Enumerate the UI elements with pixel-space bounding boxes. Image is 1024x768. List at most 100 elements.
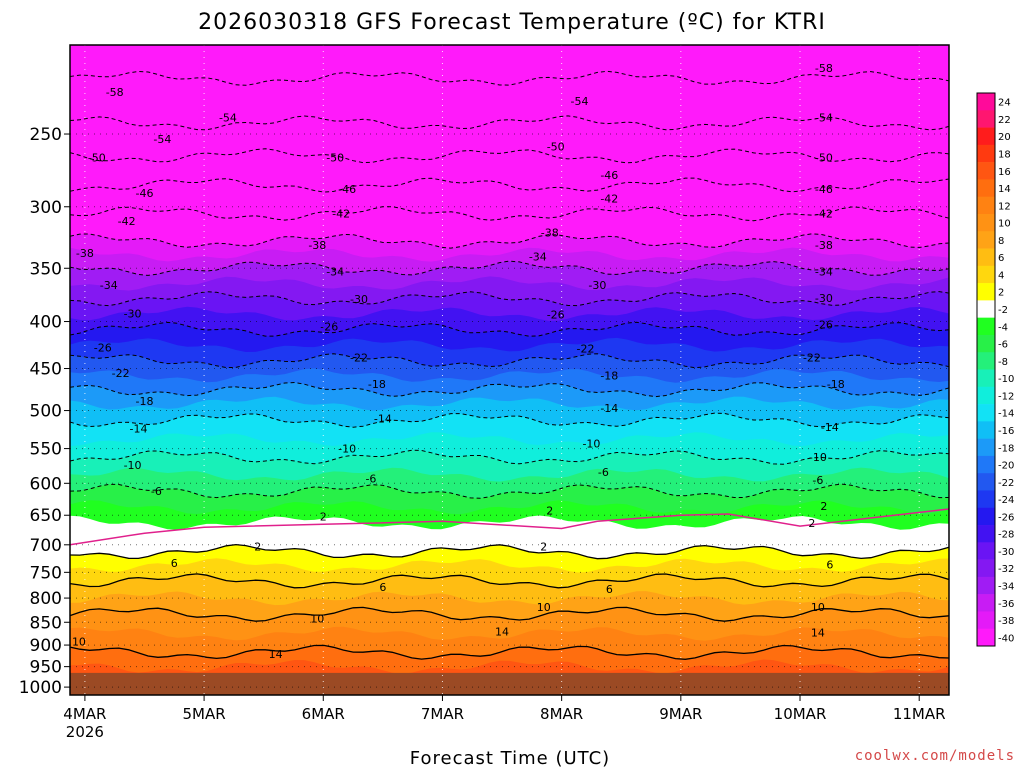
colorbar-swatch--40	[977, 628, 995, 647]
plot-frame	[69, 44, 950, 696]
colorbar-label--34: -34	[998, 582, 1014, 593]
contour-label--30: -30	[588, 279, 606, 292]
colorbar-swatch--2	[977, 300, 995, 318]
colorbar-swatch-24	[977, 93, 995, 111]
isotherm--30	[69, 291, 950, 307]
contour-labels: -58 -58 -54 -54 -54 -54 -50 -50 -50 -50 -46 -46 -46 -…	[72, 62, 845, 661]
colorbar-label--30: -30	[998, 547, 1014, 558]
y-tick-label-600: 600	[30, 474, 62, 494]
freezing-level-line	[69, 508, 950, 546]
colorbar-swatch--18	[977, 438, 995, 457]
contour-label-2: 2	[254, 541, 261, 554]
isotherm-contours	[69, 70, 950, 660]
contour-label--34: -34	[100, 279, 118, 292]
contour-label--46: -46	[600, 169, 618, 182]
colorbar-label--16: -16	[998, 426, 1014, 437]
contour-label-2: 2	[808, 517, 815, 530]
contour-label--14: -14	[821, 421, 839, 434]
y-tick-label-550: 550	[30, 440, 62, 460]
isotherm--22	[69, 353, 950, 369]
colorbar-swatch--38	[977, 611, 995, 630]
colorbar-swatch-14	[977, 179, 995, 197]
contour-label--10: -10	[338, 443, 356, 456]
y-tick-label-800: 800	[30, 589, 62, 609]
colorbar-swatch-2	[977, 283, 995, 301]
colorbar-swatch--4	[977, 317, 995, 336]
contour-label--26: -26	[815, 319, 833, 332]
colorbar-label--36: -36	[998, 599, 1014, 610]
colorbar-label--8: -8	[998, 357, 1008, 368]
contour-label-2: 2	[540, 541, 547, 554]
contour-label--30: -30	[350, 293, 368, 306]
contour-label--10: -10	[124, 459, 142, 472]
colorbar-swatch-6	[977, 248, 995, 267]
contour-label--58: -58	[106, 86, 124, 99]
colorbar-swatch-12	[977, 196, 995, 215]
colorbar-swatch--28	[977, 525, 995, 543]
colorbar-swatch--32	[977, 559, 995, 578]
isotherm--50	[69, 148, 950, 164]
contour-label--50: -50	[815, 151, 833, 164]
contour-label-2: 2	[546, 504, 553, 517]
y-tick-label-850: 850	[30, 613, 62, 633]
colorbar-swatch-18	[977, 144, 995, 163]
x-tick-sublabel-4MAR: 2026	[66, 723, 104, 741]
y-tick-label-1000: 1000	[19, 678, 62, 698]
contour-label-10: 10	[72, 636, 86, 649]
colorbar-label--26: -26	[998, 512, 1014, 523]
y-tick-label-750: 750	[30, 563, 62, 583]
contour-label-10: 10	[310, 612, 324, 625]
colorbar-swatch-16	[977, 162, 995, 180]
colorbar-swatch--24	[977, 490, 995, 509]
colorbar-swatch-4	[977, 265, 995, 284]
isotherm--42	[69, 206, 950, 222]
contour-label--46: -46	[338, 183, 356, 196]
isotherm--14	[69, 412, 950, 428]
ground-area	[70, 672, 949, 695]
colorbar-legend: 24 22 20 18 16 14 12 10 8 6 4 2 -2 -4 -6 -8 -10 -12 -14 -16…	[976, 92, 1014, 647]
contour-label--22: -22	[803, 352, 821, 365]
contour-label--6: -6	[812, 474, 823, 487]
isotherm--18	[69, 381, 950, 398]
contour-label--54: -54	[153, 133, 171, 146]
y-tick-label-950: 950	[30, 658, 62, 678]
contour-label--46: -46	[815, 183, 833, 196]
isotherm--6	[69, 483, 950, 499]
y-tick-label-900: 900	[30, 636, 62, 656]
x-tick-label-4MAR: 4MAR	[63, 705, 106, 723]
contour-label--18: -18	[827, 378, 845, 391]
colorbar-label--38: -38	[998, 616, 1014, 627]
colorbar-label--4: -4	[998, 322, 1008, 333]
contour-label-10: 10	[811, 601, 825, 614]
contour-label--50: -50	[88, 151, 106, 164]
contour-label--58: -58	[815, 62, 833, 75]
y-tick-label-700: 700	[30, 536, 62, 556]
colorbar-swatch--6	[977, 334, 995, 353]
contour-label--34: -34	[326, 266, 344, 279]
contour-label--18: -18	[600, 370, 618, 383]
y-tick-label-650: 650	[30, 506, 62, 526]
colorbar-label--12: -12	[998, 391, 1014, 402]
contour-label-6: 6	[171, 557, 178, 570]
x-tick-label-7MAR: 7MAR	[421, 705, 464, 723]
colorbar-label--40: -40	[998, 633, 1014, 644]
colorbar-label--22: -22	[998, 478, 1014, 489]
colorbar-swatch--10	[977, 369, 995, 388]
isotherm--26	[69, 321, 950, 337]
colorbar-label-24: 24	[998, 98, 1011, 109]
contour-label--38: -38	[76, 247, 94, 260]
contour-label--10: -10	[582, 437, 600, 450]
isotherm-2	[69, 543, 950, 560]
contour-label--30: -30	[124, 307, 142, 320]
contour-label--6: -6	[365, 473, 376, 486]
colorbar-label--24: -24	[998, 495, 1014, 506]
isotherm-10	[69, 606, 950, 622]
ground-rect	[70, 672, 949, 695]
colorbar-label-14: 14	[998, 184, 1011, 195]
colorbar-label-18: 18	[998, 149, 1011, 160]
contour-label--6: -6	[151, 485, 162, 498]
colorbar-label--6: -6	[998, 340, 1008, 351]
colorbar-label-4: 4	[998, 270, 1004, 281]
x-tick-label-11MAR: 11MAR	[893, 705, 946, 723]
